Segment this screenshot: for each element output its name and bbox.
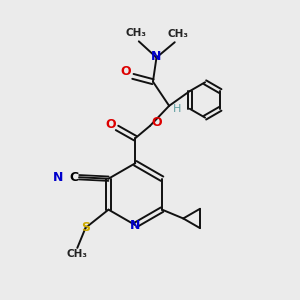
- Text: O: O: [120, 65, 131, 78]
- Text: O: O: [151, 116, 162, 129]
- Text: O: O: [105, 118, 116, 131]
- Text: N: N: [151, 50, 162, 63]
- Text: C: C: [69, 171, 78, 184]
- Text: S: S: [81, 221, 90, 234]
- Text: CH₃: CH₃: [167, 29, 188, 39]
- Text: N: N: [130, 219, 140, 232]
- Text: N: N: [53, 171, 64, 184]
- Text: CH₃: CH₃: [67, 249, 88, 260]
- Text: CH₃: CH₃: [125, 28, 146, 38]
- Text: H: H: [173, 104, 182, 114]
